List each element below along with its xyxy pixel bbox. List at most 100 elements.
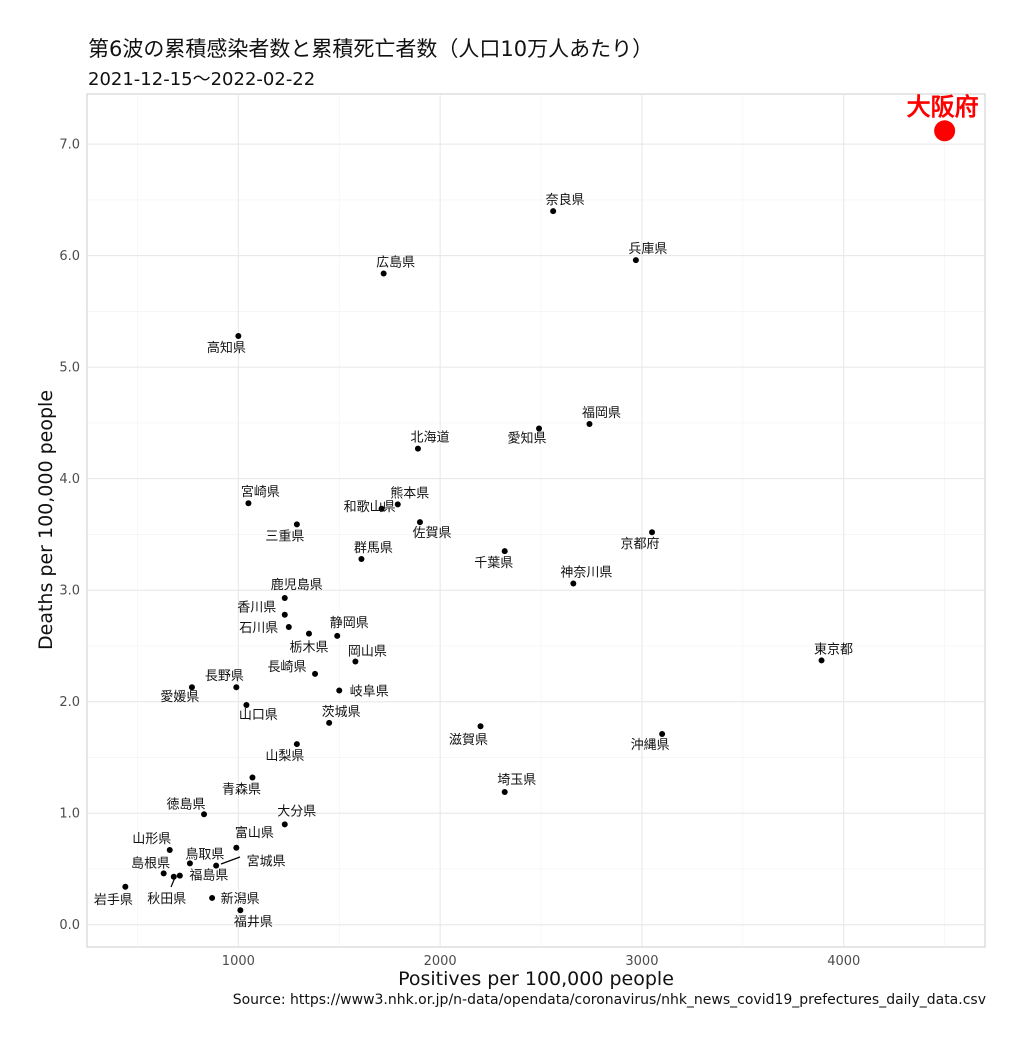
ticks: 1000 2000 3000 4000 0.0 1.0 2.0 3.0 4.0 5.0 6.0 7.0 — [59, 138, 860, 969]
point-label: 福島県 — [189, 869, 228, 884]
point-label: 徳島県 — [167, 797, 206, 812]
point-label: 兵庫県 — [628, 242, 667, 257]
point-label: 大分県 — [277, 804, 316, 819]
data-point — [245, 500, 252, 507]
point-label: 新潟県 — [221, 891, 260, 907]
data-point — [249, 774, 256, 781]
y-tick-label: 1.0 — [59, 807, 80, 822]
point-label: 山口県 — [239, 708, 278, 723]
point-label: 岡山県 — [348, 645, 387, 660]
data-point — [213, 862, 220, 869]
y-tick-label: 2.0 — [59, 695, 80, 710]
point-label: 島根県 — [131, 856, 170, 871]
data-point — [293, 741, 300, 748]
point-label: 岩手県 — [94, 893, 133, 908]
data-point — [235, 332, 242, 339]
y-tick-label: 7.0 — [59, 138, 80, 153]
x-tick-label: 3000 — [625, 954, 658, 969]
point-label: 千葉県 — [474, 556, 513, 571]
chart-title: 第6波の累積感染者数と累積死亡者数（人口10万人あたり） — [88, 37, 654, 61]
point-label: 香川県 — [237, 601, 276, 616]
point-label: 栃木県 — [289, 641, 328, 656]
data-point — [501, 548, 508, 555]
point-label: 秋田県 — [147, 892, 186, 907]
data-point — [550, 208, 557, 215]
data-point — [416, 519, 423, 526]
point-label: 宮崎県 — [241, 484, 280, 500]
data-point — [281, 594, 288, 601]
point-label: 東京都 — [814, 641, 853, 657]
data-point — [378, 505, 385, 512]
point-label: 福岡県 — [582, 406, 621, 421]
data-point — [281, 821, 288, 828]
x-tick-label: 1000 — [222, 954, 255, 969]
data-point — [233, 844, 240, 851]
x-tick-label: 4000 — [827, 954, 860, 969]
chart-subtitle: 2021-12-15〜2022-02-22 — [88, 69, 316, 90]
point-label: 三重県 — [265, 528, 304, 544]
data-point — [570, 580, 577, 587]
y-tick-label: 6.0 — [59, 249, 80, 264]
data-point — [201, 811, 208, 818]
point-label: 長崎県 — [268, 660, 307, 675]
y-tick-label: 4.0 — [59, 472, 80, 487]
data-point — [209, 894, 216, 901]
x-tick-label: 2000 — [424, 954, 457, 969]
data-point — [358, 555, 365, 562]
point-label: 茨城県 — [322, 705, 361, 720]
point-label: 京都府 — [621, 537, 660, 552]
data-point — [233, 684, 240, 691]
highlight-label: 大阪府 — [907, 93, 979, 121]
point-label: 高知県 — [207, 340, 246, 356]
point-label: 埼玉県 — [497, 773, 536, 788]
y-tick-label: 3.0 — [59, 584, 80, 599]
point-label: 奈良県 — [546, 192, 585, 208]
data-point — [312, 670, 319, 677]
points — [122, 120, 956, 914]
point-label: 青森県 — [222, 783, 261, 798]
point-label: 佐賀県 — [412, 526, 451, 541]
point-label: 広島県 — [376, 256, 415, 271]
point-label: 北海道 — [410, 431, 449, 446]
data-point — [477, 723, 484, 730]
data-point — [394, 501, 401, 508]
source-caption: Source: https://www3.nhk.or.jp/n-data/op… — [232, 992, 986, 1008]
point-label: 沖縄県 — [631, 738, 670, 753]
point-label: 宮城県 — [247, 854, 286, 870]
y-tick-label: 0.0 — [59, 918, 80, 933]
x-axis-title: Positives per 100,000 people — [398, 968, 674, 990]
data-point — [170, 873, 177, 880]
data-point — [176, 872, 183, 879]
data-point — [649, 529, 656, 536]
data-point — [352, 658, 359, 665]
highlight-point — [934, 120, 956, 142]
data-point — [336, 687, 343, 694]
point-label: 熊本県 — [390, 485, 429, 501]
data-point — [243, 702, 250, 709]
data-point — [293, 521, 300, 528]
data-point — [237, 907, 244, 914]
point-label: 静岡県 — [330, 616, 369, 631]
point-label: 愛知県 — [508, 431, 547, 447]
point-label: 石川県 — [239, 621, 278, 636]
grid — [87, 94, 985, 947]
data-point — [536, 425, 543, 432]
point-label: 富山県 — [235, 825, 274, 841]
data-point — [188, 684, 195, 691]
point-label: 和歌山県 — [344, 500, 396, 515]
data-point — [334, 632, 341, 639]
data-point — [659, 731, 666, 738]
data-point — [160, 870, 167, 877]
data-point — [414, 445, 421, 452]
data-point — [285, 623, 292, 630]
data-point — [380, 270, 387, 277]
plot-panel — [86, 93, 986, 948]
data-point — [186, 860, 193, 867]
data-point — [586, 421, 593, 428]
data-point — [305, 630, 312, 637]
data-point — [818, 657, 825, 664]
point-label: 滋賀県 — [449, 733, 488, 748]
data-point — [326, 719, 333, 726]
y-axis-title: Deaths per 100,000 people — [35, 390, 57, 650]
